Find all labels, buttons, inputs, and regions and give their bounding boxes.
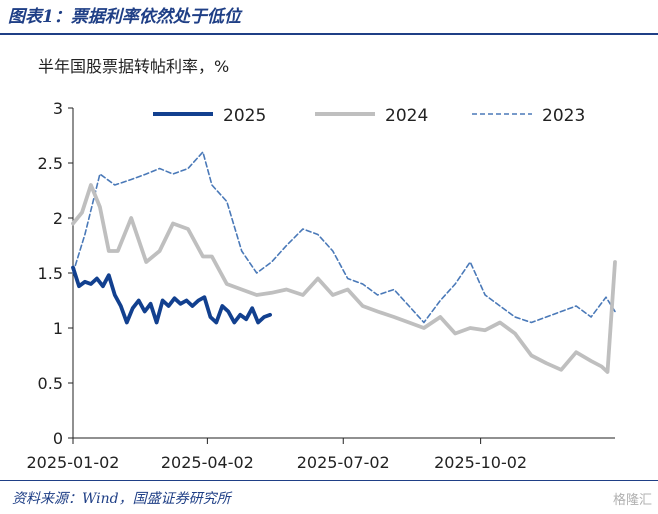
x-tick-label: 2025-01-02: [27, 453, 120, 472]
series-line-2023: [72, 151, 616, 324]
legend: 2025 2024 2023: [153, 106, 585, 126]
series-line-2025: [71, 265, 273, 325]
legend-label-2024: 2024: [385, 106, 428, 126]
chart-area: 半年国股票据转帖利率，% 2025 2024 2023 0 0.5 1 1.5 2 2.5 3 2…: [27, 57, 617, 472]
y-tick-label: 2: [53, 209, 63, 228]
series-line-2024: [71, 183, 617, 374]
axes: 0 0.5 1 1.5 2 2.5 3 2025-01-02 2025-04-02 2025-07…: [27, 99, 615, 472]
watermark: 格隆汇: [612, 493, 652, 508]
y-tick-label: 1.5: [38, 264, 63, 283]
chart-title: 图表1：票据利率依然处于低位: [8, 7, 241, 27]
y-tick-label: 1: [53, 319, 63, 338]
x-tick-label: 2025-07-02: [297, 453, 390, 472]
title-divider: [0, 33, 658, 35]
source-note: 资料来源：Wind，国盛证券研究所: [12, 491, 231, 507]
series-lines: [71, 151, 617, 374]
x-tick-label: 2025-10-02: [434, 453, 527, 472]
source-divider: [0, 480, 658, 481]
legend-label-2023: 2023: [542, 106, 585, 126]
y-tick-label: 0: [53, 429, 63, 448]
legend-label-2025: 2025: [223, 106, 266, 126]
y-tick-label: 3: [53, 99, 63, 118]
x-tick-label: 2025-04-02: [161, 453, 254, 472]
y-tick-label: 0.5: [38, 374, 63, 393]
y-tick-label: 2.5: [38, 154, 63, 173]
y-axis-label: 半年国股票据转帖利率，%: [38, 57, 229, 76]
